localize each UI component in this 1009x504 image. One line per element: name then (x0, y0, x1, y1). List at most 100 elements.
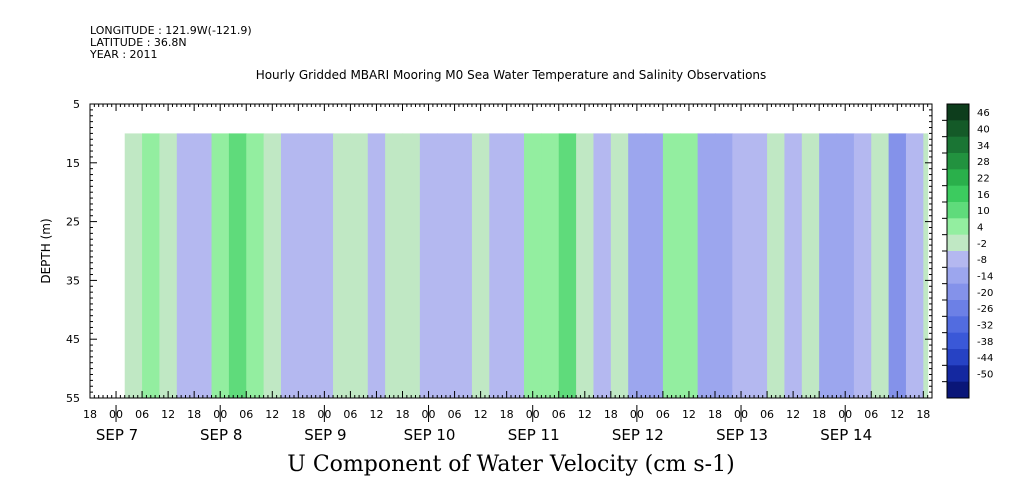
heatmap-field (124, 133, 929, 398)
heat-band (610, 133, 629, 398)
x-hour-label: 18 (187, 408, 201, 421)
longitude-label: LONGITUDE : 121.9W(-121.9) (90, 24, 252, 37)
colorbar-swatch (947, 153, 969, 170)
x-hour-label: 12 (682, 408, 696, 421)
y-tick-label: 45 (66, 333, 80, 346)
colorbar-label: 22 (977, 174, 990, 185)
x-day-label: SEP 7 (96, 426, 138, 444)
colorbar-label: -44 (977, 353, 993, 364)
colorbar-swatch (947, 316, 969, 334)
x-hour-label: 12 (161, 408, 175, 421)
heat-band (350, 133, 369, 398)
colorbar-swatch (947, 381, 969, 399)
x-hour-label: 06 (552, 408, 566, 421)
x-hour-label: 12 (265, 408, 279, 421)
colorbar-label: 4 (977, 223, 983, 234)
colorbar-label: -32 (977, 321, 993, 332)
heat-band (541, 133, 560, 398)
x-hour-label: 12 (474, 408, 488, 421)
heat-band (923, 133, 929, 398)
heat-band (784, 133, 803, 398)
colorbar-swatch (947, 251, 969, 268)
x-hour-label: 18 (812, 408, 826, 421)
colorbar: 46 40 34 28 22 16 10 4 -2 -8 -14 -20 -26 -32 -38 -44 -50 (942, 103, 993, 399)
y-tick-label: 15 (66, 157, 80, 170)
x-hour-label: 06 (656, 408, 670, 421)
heat-band (576, 133, 595, 398)
heat-band (871, 133, 890, 398)
heat-band (194, 133, 213, 398)
heat-band (176, 133, 195, 398)
heat-band (853, 133, 872, 398)
colorbar-swatch (947, 234, 969, 252)
colorbar-label: 46 (977, 108, 990, 119)
colorbar-swatch (947, 349, 969, 366)
heat-band (732, 133, 751, 398)
heat-band (593, 133, 612, 398)
colorbar-swatch (947, 283, 969, 301)
heat-band (142, 133, 161, 398)
x-day-label: SEP 10 (404, 426, 456, 444)
colorbar-swatch (947, 202, 969, 219)
x-hour-label: 06 (135, 408, 149, 421)
heat-band (246, 133, 265, 398)
heat-band (280, 133, 299, 398)
heat-band (124, 133, 143, 398)
y-tick-label: 35 (66, 274, 80, 287)
heat-band (905, 133, 924, 398)
colorbar-label: 40 (977, 125, 990, 136)
x-hour-label: 12 (786, 408, 800, 421)
heat-band (298, 133, 317, 398)
x-hour-label: 06 (760, 408, 774, 421)
colorbar-swatch (947, 120, 969, 138)
x-hour-label: 06 (239, 408, 253, 421)
colorbar-label: 34 (977, 141, 990, 152)
colorbar-label: -20 (977, 288, 993, 299)
heat-band (749, 133, 768, 398)
year-label: YEAR : 2011 (90, 48, 158, 61)
colorbar-swatch (947, 300, 969, 317)
heat-band (836, 133, 855, 398)
colorbar-label: 16 (977, 190, 990, 201)
heat-band (888, 133, 907, 398)
heat-band (419, 133, 438, 398)
heat-band (801, 133, 820, 398)
heat-band (454, 133, 473, 398)
x-hour-label: 12 (578, 408, 592, 421)
heat-band (333, 133, 352, 398)
heat-band (524, 133, 542, 398)
colorbar-label: -2 (977, 239, 987, 250)
heat-band (385, 133, 404, 398)
colorbar-label: -8 (977, 255, 987, 266)
x-day-label: SEP 11 (508, 426, 560, 444)
colorbar-label: 28 (977, 157, 990, 168)
y-tick-label: 55 (66, 392, 80, 405)
x-hour-label: 12 (369, 408, 383, 421)
x-axis: 18 00 06 12 18 00 06 12 18 00 06 12 18 00 06 12 18 00 06 12… (83, 104, 933, 444)
colorbar-swatch (947, 136, 969, 154)
x-hour-label: 18 (291, 408, 305, 421)
x-day-label: SEP 14 (820, 426, 872, 444)
x-hour-label: 18 (395, 408, 409, 421)
heat-band (489, 133, 508, 398)
heat-band (714, 133, 733, 398)
x-hour-label: 06 (343, 408, 357, 421)
x-hour-label: 06 (448, 408, 462, 421)
x-hour-label: 18 (500, 408, 514, 421)
heat-band (159, 133, 178, 398)
y-tick-label: 5 (73, 98, 80, 111)
heat-band (662, 133, 681, 398)
heat-band (471, 133, 490, 398)
x-day-label: SEP 8 (200, 426, 242, 444)
heat-band (506, 133, 525, 398)
x-hour-label: 18 (604, 408, 618, 421)
x-hour-label: 06 (864, 408, 878, 421)
colorbar-label: -14 (977, 272, 993, 283)
x-hour-label: 18 (708, 408, 722, 421)
heat-band (819, 133, 838, 398)
heat-band (315, 133, 334, 398)
heat-band (558, 133, 577, 398)
colorbar-label: 10 (977, 206, 990, 217)
colorbar-swatch (947, 185, 969, 203)
